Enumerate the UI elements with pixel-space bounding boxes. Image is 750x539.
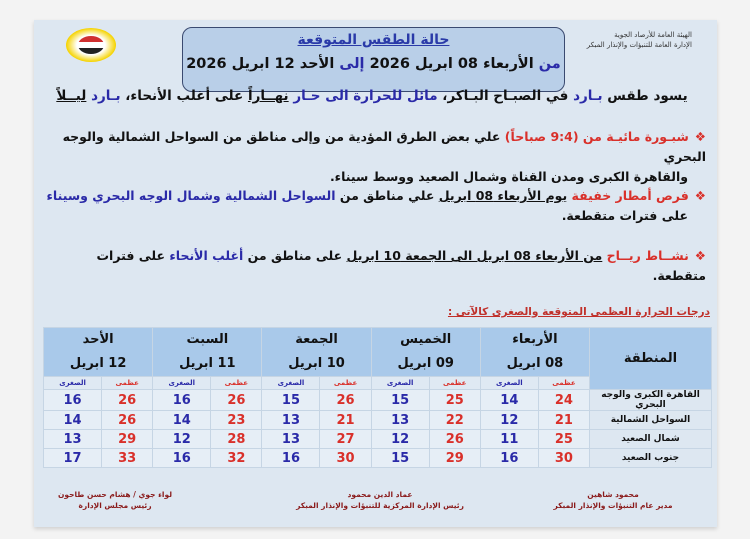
min-temp: 15 (261, 389, 321, 411)
diamond-bullet-icon: ❖ (694, 248, 706, 263)
diamond-bullet-icon: ❖ (694, 129, 706, 144)
bullet-fog: ❖شبـورة مائيـة من (9:4 صباحاً) علي بعض ا… (62, 129, 706, 184)
diamond-bullet-icon: ❖ (694, 188, 706, 203)
bullet-wind: ❖نشــاط ريــاح من الأربعاء 08 ابريل الى … (96, 248, 706, 283)
max-temp: 27 (319, 429, 372, 449)
signature-1: محمود شاهين مدير عام التنبؤات والإنذار ال… (553, 490, 673, 510)
max-temp: 29 (101, 429, 154, 449)
region-cell: القاهرة الكبرى والوجه البحري (589, 389, 712, 411)
signature-3: لواء جوي / هشام حسن طاحون رئيس مجلس الإدا… (57, 490, 173, 510)
min-temp: 13 (261, 429, 321, 449)
min-temp: 16 (479, 448, 539, 468)
max-temp: 21 (537, 410, 591, 430)
table-row: شمال الصعيد 25 11 26 12 27 13 28 12 29 13 (42, 429, 712, 449)
min-temp: 12 (370, 429, 430, 449)
max-temp: 26 (101, 410, 154, 430)
min-temp: 16 (42, 389, 103, 411)
day-header: الأحد 12 ابريل (42, 327, 154, 377)
min-temp: 13 (370, 410, 430, 430)
day-header: السبت 11 ابريل (152, 327, 263, 377)
to-word: إلى (339, 56, 365, 72)
region-cell: شمال الصعيد (589, 429, 712, 449)
max-temp: 26 (210, 389, 263, 411)
max-temp: 30 (319, 448, 372, 468)
max-label: عظمى (210, 376, 263, 390)
from-word: من (538, 56, 561, 72)
max-temp: 25 (537, 429, 591, 449)
day-header: الخميس 09 ابريل (370, 327, 481, 377)
max-temp: 33 (101, 448, 154, 468)
max-label: عظمى (101, 376, 154, 390)
end-date: الأحد 12 ابريل 2026 (186, 56, 335, 72)
signature-2: عماد الدين محمود رئيس الإدارة المركزية لل… (296, 490, 464, 510)
summary: يسود طقس بـارد في الصبـاح البـاكر، مائل … (56, 88, 688, 104)
min-temp: 11 (479, 429, 539, 449)
max-temp: 30 (537, 448, 591, 468)
min-temp: 12 (152, 429, 212, 449)
temperature-table: المنطقة for(let i=0;i<5;i++)document.wri… (42, 327, 712, 468)
min-temp: 14 (42, 410, 103, 430)
table-caption: درجات الحرارة العظمى المتوقعة والصغرى كا… (447, 306, 710, 318)
table-row: السواحل الشمالية 21 12 22 13 21 13 23 14 26 14 (42, 410, 712, 430)
page-title: حالة الطقس المتوقعة (297, 32, 450, 48)
min-label: الصغرى (261, 376, 321, 390)
region-header: المنطقة (589, 327, 712, 390)
start-date: الأربعاء 08 ابريل 2026 (369, 56, 534, 72)
region-cell: جنوب الصعيد (589, 448, 712, 468)
min-label: الصغرى (479, 376, 539, 390)
max-temp: 24 (537, 389, 591, 411)
max-temp: 28 (210, 429, 263, 449)
table-row: القاهرة الكبرى والوجه البحري 24 14 25 15 26 15… (42, 389, 712, 411)
day-header: الجمعة 10 ابريل (261, 327, 372, 377)
min-temp: 15 (370, 448, 430, 468)
table-row: جنوب الصعيد 30 16 29 15 30 16 32 16 33 17 (42, 448, 712, 468)
org-line2: الإدارة العامة للتنبؤات والإنذار المبكر (586, 41, 692, 49)
min-temp: 16 (261, 448, 321, 468)
max-temp: 26 (428, 429, 481, 449)
min-temp: 16 (152, 448, 212, 468)
min-temp: 17 (42, 448, 103, 468)
bullet-rain: ❖فرص أمطار خفيفة يوم الأربعاء 08 ابريل ع… (46, 188, 706, 223)
max-temp: 22 (428, 410, 481, 430)
region-cell: السواحل الشمالية (589, 410, 712, 430)
max-temp: 32 (210, 448, 263, 468)
ema-logo (66, 28, 116, 62)
max-temp: 29 (428, 448, 481, 468)
max-temp: 26 (319, 389, 372, 411)
max-label: عظمى (319, 376, 372, 390)
min-temp: 13 (42, 429, 103, 449)
max-temp: 26 (101, 389, 154, 411)
min-temp: 14 (479, 389, 539, 411)
min-temp: 13 (261, 410, 321, 430)
min-temp: 14 (152, 410, 212, 430)
org-line1: الهيئة العامة للأرصاد الجوية (614, 31, 692, 39)
max-temp: 21 (319, 410, 372, 430)
title-box: حالة الطقس المتوقعة من الأربعاء 08 ابريل… (182, 27, 565, 92)
min-temp: 15 (370, 389, 430, 411)
min-temp: 16 (152, 389, 212, 411)
max-label: عظمى (537, 376, 591, 390)
max-label: عظمى (428, 376, 481, 390)
min-label: الصغرى (152, 376, 212, 390)
min-label: الصغرى (42, 376, 103, 390)
min-temp: 12 (479, 410, 539, 430)
min-label: الصغرى (370, 376, 430, 390)
period: من الأربعاء 08 ابريل 2026 إلى الأحد 12 ا… (183, 56, 564, 72)
day-header: الأربعاء 08 ابريل (479, 327, 591, 377)
org-name: الهيئة العامة للأرصاد الجوية الإدارة العا… (587, 30, 692, 50)
max-temp: 23 (210, 410, 263, 430)
max-temp: 25 (428, 389, 481, 411)
